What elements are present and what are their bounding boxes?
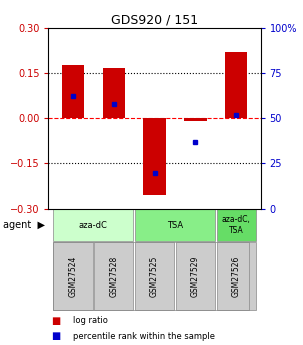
Text: GSM27529: GSM27529 xyxy=(191,255,200,297)
Bar xyxy=(53,242,92,310)
Text: agent  ▶: agent ▶ xyxy=(3,220,45,230)
Text: percentile rank within the sample: percentile rank within the sample xyxy=(73,332,215,341)
Text: log ratio: log ratio xyxy=(73,316,108,325)
Title: GDS920 / 151: GDS920 / 151 xyxy=(111,13,198,27)
Text: TSA: TSA xyxy=(167,220,183,230)
Bar xyxy=(217,242,256,310)
Bar xyxy=(184,118,207,121)
Bar xyxy=(176,242,215,310)
Text: GSM27528: GSM27528 xyxy=(109,255,118,297)
Text: ■: ■ xyxy=(52,316,61,326)
Bar xyxy=(102,68,125,118)
Bar xyxy=(135,242,174,310)
Text: GSM27525: GSM27525 xyxy=(150,255,159,297)
Text: aza-dC: aza-dC xyxy=(79,220,108,230)
Text: ■: ■ xyxy=(52,332,61,341)
Bar xyxy=(135,209,215,241)
Bar xyxy=(62,65,84,118)
Text: aza-dC,
TSA: aza-dC, TSA xyxy=(222,215,251,235)
Text: GSM27524: GSM27524 xyxy=(68,255,78,297)
Bar xyxy=(225,52,247,118)
Bar xyxy=(94,242,133,310)
Bar xyxy=(217,209,256,241)
Text: GSM27526: GSM27526 xyxy=(231,255,241,297)
Bar xyxy=(53,209,133,241)
Bar xyxy=(143,118,166,195)
